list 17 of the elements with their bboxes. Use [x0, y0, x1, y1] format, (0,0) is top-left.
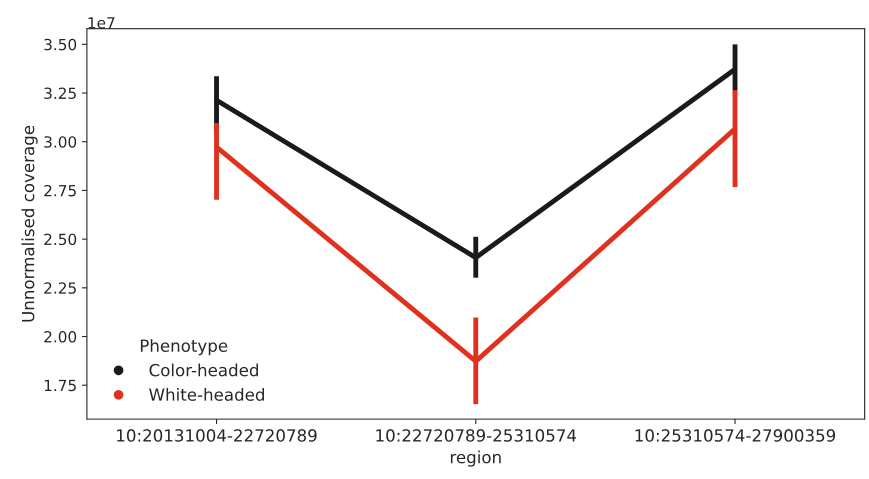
- y-tick-label: 2.25: [44, 282, 76, 294]
- x-tick-label: 10:20131004-22720789: [117, 429, 317, 442]
- y-tick-label: 3.50: [44, 38, 76, 50]
- y-tick-label: 3.00: [44, 136, 76, 148]
- y-tick-label: 2.50: [44, 234, 76, 246]
- x-tick-label: 10:22720789-25310574: [376, 429, 576, 442]
- legend-label: Color-headed: [150, 364, 258, 376]
- text: 1e7: [88, 17, 114, 29]
- legend-title: Phenotype: [140, 339, 228, 356]
- x-axis-title: region: [450, 450, 501, 467]
- y-tick-label: 1.75: [44, 380, 76, 392]
- y-tick-label: 2.00: [44, 330, 76, 343]
- legend-label: White-headed: [149, 388, 264, 401]
- y-tick-label: 3.25: [44, 87, 76, 100]
- x-tick-label: 10:25310574-27900359: [636, 429, 836, 442]
- y-tick-label: 2.75: [44, 184, 76, 196]
- y-axis-title: Unnormalised coverage: [21, 126, 38, 322]
